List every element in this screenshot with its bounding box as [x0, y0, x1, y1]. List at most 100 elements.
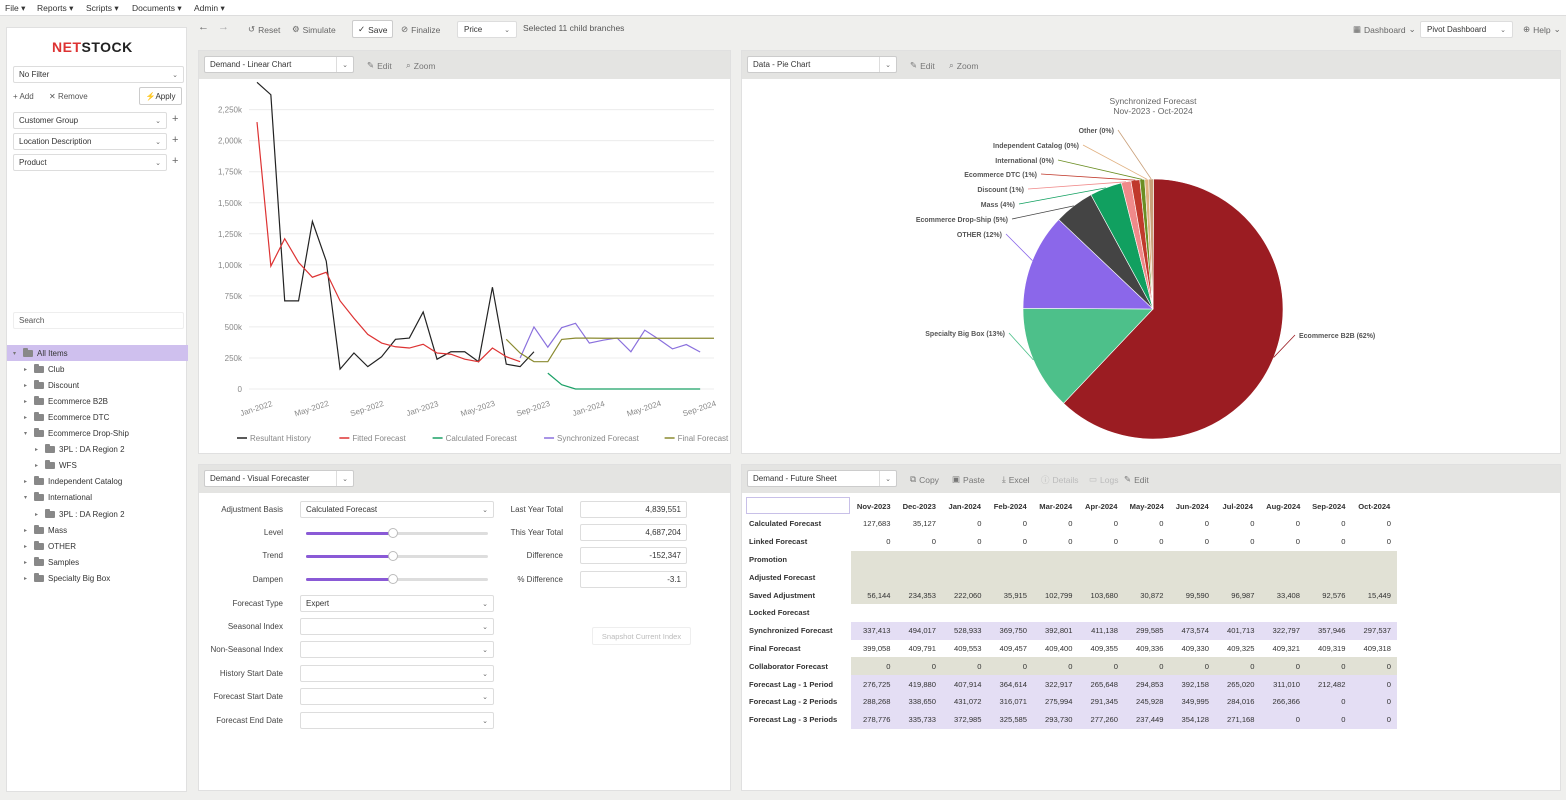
table-cell[interactable]: 369,750: [987, 621, 1033, 640]
table-cell[interactable]: 222,060: [942, 586, 988, 604]
table-cell[interactable]: 0: [1260, 657, 1306, 676]
tree-item[interactable]: ▸ 3PL : DA Region 2: [7, 442, 188, 458]
table-cell[interactable]: [851, 550, 897, 569]
table-cell[interactable]: 0: [1169, 515, 1215, 533]
chart-select[interactable]: Demand - Linear Chart ⌄: [204, 56, 354, 73]
tree-item[interactable]: ▸ WFS: [7, 458, 188, 474]
sheet-corner-input[interactable]: [746, 497, 850, 514]
non-seasonal-index-select[interactable]: ⌄: [300, 641, 494, 658]
finalize-button[interactable]: ⊘ Finalize: [401, 24, 441, 35]
table-cell[interactable]: [1215, 603, 1261, 622]
help-menu[interactable]: ⊕ Help ⌄: [1523, 24, 1561, 35]
table-cell[interactable]: 212,482: [1306, 675, 1352, 693]
table-cell[interactable]: 0: [1306, 692, 1352, 711]
table-cell[interactable]: 278,776: [851, 710, 897, 729]
table-cell[interactable]: [1306, 603, 1352, 622]
field-select[interactable]: Product ⌄: [13, 154, 167, 171]
table-cell[interactable]: 0: [1169, 657, 1215, 676]
tree-item[interactable]: ▸ Ecommerce B2B: [7, 393, 188, 409]
table-cell[interactable]: 473,574: [1169, 621, 1215, 640]
table-cell[interactable]: [1351, 550, 1397, 569]
tree-item[interactable]: ▾ Ecommerce Drop-Ship: [7, 426, 188, 442]
table-cell[interactable]: 35,915: [987, 586, 1033, 604]
table-cell[interactable]: 245,928: [1124, 692, 1170, 711]
table-cell[interactable]: 0: [1351, 692, 1397, 711]
table-cell[interactable]: 0: [1033, 515, 1079, 533]
table-cell[interactable]: 30,872: [1124, 586, 1170, 604]
table-cell[interactable]: 409,321: [1260, 639, 1306, 658]
edit-button[interactable]: ✎ Edit: [1124, 474, 1149, 485]
table-cell[interactable]: [851, 603, 897, 622]
filter-select[interactable]: No Filter ⌄: [13, 66, 184, 83]
trend-slider[interactable]: [306, 551, 488, 561]
table-cell[interactable]: 401,713: [1215, 621, 1261, 640]
caret-right-icon[interactable]: ▸: [24, 366, 28, 373]
table-cell[interactable]: 357,946: [1306, 621, 1352, 640]
table-cell[interactable]: 409,330: [1169, 639, 1215, 658]
tree-item[interactable]: ▸ Samples: [7, 554, 188, 570]
table-cell[interactable]: 0: [1215, 657, 1261, 676]
table-cell[interactable]: 0: [987, 657, 1033, 676]
adjustment-basis-select[interactable]: Calculated Forecast ⌄: [300, 501, 494, 518]
table-cell[interactable]: [1033, 603, 1079, 622]
table-cell[interactable]: 409,318: [1351, 639, 1397, 658]
tree-item[interactable]: ▸ Specialty Big Box: [7, 570, 188, 586]
caret-right-icon[interactable]: ▸: [24, 479, 28, 486]
table-cell[interactable]: 99,590: [1169, 586, 1215, 604]
trend-slider-handle[interactable]: [388, 551, 399, 561]
table-cell[interactable]: [942, 568, 988, 587]
table-cell[interactable]: [1351, 568, 1397, 587]
table-cell[interactable]: 15,449: [1351, 586, 1397, 604]
table-cell[interactable]: 293,730: [1033, 710, 1079, 729]
add-filter-button[interactable]: + Add: [13, 92, 34, 101]
table-cell[interactable]: 0: [1033, 532, 1079, 551]
level-slider[interactable]: [306, 528, 488, 538]
table-cell[interactable]: 0: [987, 515, 1033, 533]
tree-item[interactable]: ▸ 3PL : DA Region 2: [7, 506, 188, 522]
table-cell[interactable]: [1260, 568, 1306, 587]
table-cell[interactable]: [1033, 550, 1079, 569]
table-cell[interactable]: [1124, 568, 1170, 587]
table-cell[interactable]: 338,650: [896, 692, 942, 711]
table-cell[interactable]: 409,791: [896, 639, 942, 658]
tree-item[interactable]: ▾ All Items: [7, 345, 188, 361]
table-cell[interactable]: 237,449: [1124, 710, 1170, 729]
table-cell[interactable]: [896, 603, 942, 622]
panel-select[interactable]: Demand - Visual Forecaster ⌄: [204, 470, 354, 487]
table-cell[interactable]: 364,614: [987, 675, 1033, 693]
table-cell[interactable]: 409,457: [987, 639, 1033, 658]
table-cell[interactable]: 102,799: [1033, 586, 1079, 604]
table-cell[interactable]: 56,144: [851, 586, 897, 604]
search-input[interactable]: Search: [13, 312, 184, 329]
table-cell[interactable]: 0: [1033, 657, 1079, 676]
table-cell[interactable]: [942, 603, 988, 622]
table-cell[interactable]: 271,168: [1215, 710, 1261, 729]
caret-right-icon[interactable]: ▸: [24, 575, 28, 582]
add-field-icon[interactable]: +: [172, 134, 179, 146]
table-cell[interactable]: 494,017: [896, 621, 942, 640]
table-cell[interactable]: 407,914: [942, 675, 988, 693]
table-cell[interactable]: 0: [1078, 515, 1124, 533]
table-cell[interactable]: 409,355: [1078, 639, 1124, 658]
menu-admin[interactable]: Admin ▾: [194, 3, 225, 13]
table-cell[interactable]: 409,400: [1033, 639, 1079, 658]
table-cell[interactable]: [1351, 603, 1397, 622]
field-select[interactable]: Customer Group ⌄: [13, 112, 167, 129]
table-cell[interactable]: 266,366: [1260, 692, 1306, 711]
table-cell[interactable]: 399,058: [851, 639, 897, 658]
table-cell[interactable]: 0: [942, 515, 988, 533]
table-cell[interactable]: [1260, 603, 1306, 622]
table-cell[interactable]: 0: [1306, 657, 1352, 676]
dampen-slider-handle[interactable]: [388, 574, 399, 584]
caret-right-icon[interactable]: ▸: [35, 447, 39, 454]
table-cell[interactable]: 409,319: [1306, 639, 1352, 658]
table-cell[interactable]: [1215, 550, 1261, 569]
table-cell[interactable]: 0: [851, 657, 897, 676]
table-cell[interactable]: 0: [1351, 657, 1397, 676]
table-cell[interactable]: 0: [1351, 532, 1397, 551]
table-cell[interactable]: 291,345: [1078, 692, 1124, 711]
table-cell[interactable]: 337,413: [851, 621, 897, 640]
table-cell[interactable]: 372,985: [942, 710, 988, 729]
caret-right-icon[interactable]: ▸: [24, 543, 28, 550]
tree-item[interactable]: ▸ Mass: [7, 522, 188, 538]
